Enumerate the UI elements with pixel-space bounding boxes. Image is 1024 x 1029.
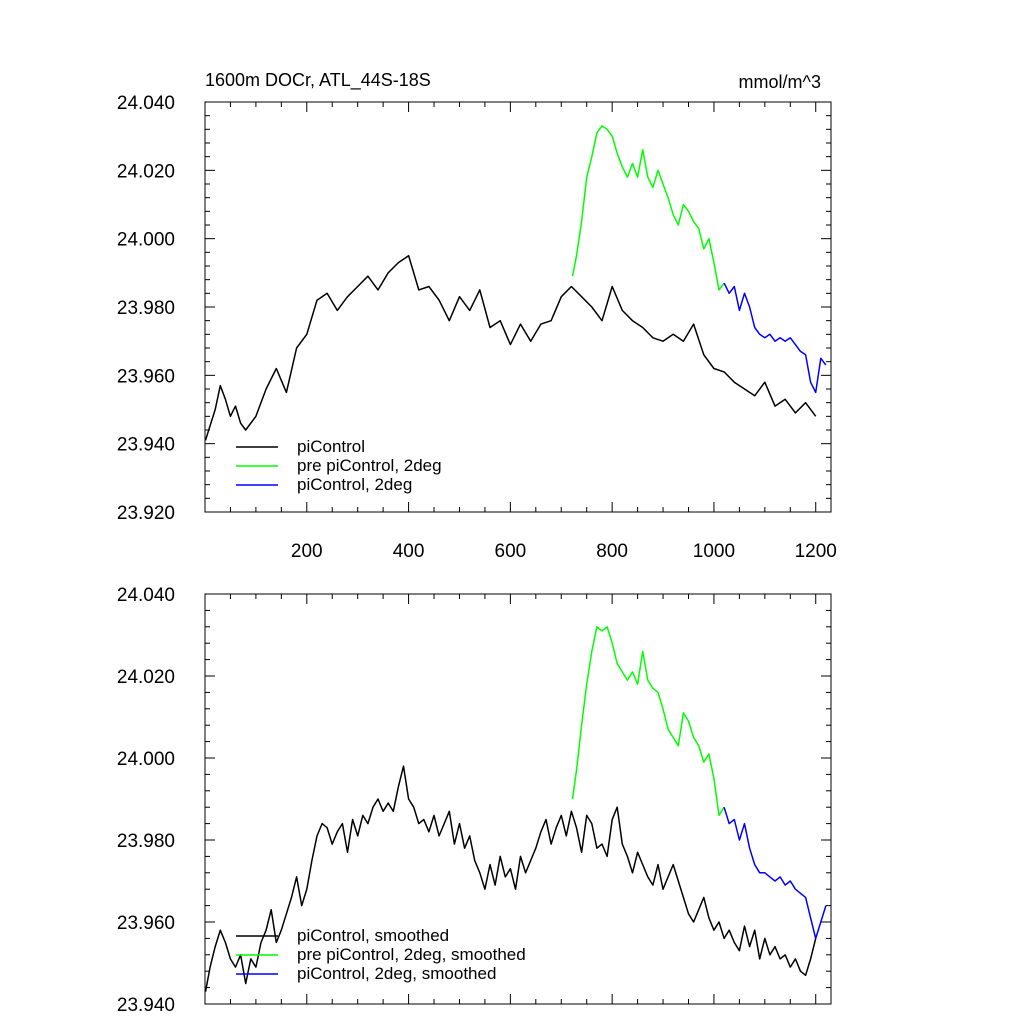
y-tick-label: 24.020 <box>117 667 175 688</box>
x-tick-label: 600 <box>495 541 527 562</box>
series-line-1 <box>204 254 817 441</box>
y-tick-label: 23.920 <box>117 503 175 524</box>
series-line-2 <box>571 626 725 817</box>
y-tick-label: 24.040 <box>117 585 175 606</box>
y-tick-label: 23.940 <box>117 435 175 456</box>
units-label: mmol/m^3 <box>739 72 821 92</box>
x-tick-label: 200 <box>291 541 323 562</box>
y-tick-label: 23.940 <box>117 995 175 1016</box>
legend-label-2: pre piControl, 2deg <box>297 456 442 475</box>
x-tick-label: 400 <box>393 541 425 562</box>
plot-frame <box>204 593 832 1005</box>
series-line-1 <box>204 765 817 992</box>
legend-label-2: pre piControl, 2deg, smoothed <box>297 945 526 964</box>
chart-title: 1600m DOCr, ATL_44S-18S <box>205 70 431 91</box>
y-tick-label: 23.960 <box>117 913 175 934</box>
legend-label-3: piControl, 2deg, smoothed <box>297 964 496 983</box>
series-line-3 <box>723 282 827 394</box>
x-tick-label: 1200 <box>795 541 837 562</box>
series-line-2 <box>571 125 725 291</box>
y-tick-label: 23.980 <box>117 298 175 319</box>
y-tick-label: 24.000 <box>117 230 175 251</box>
series-line-3 <box>723 806 827 940</box>
x-tick-label: 800 <box>596 541 628 562</box>
y-tick-label: 23.960 <box>117 366 175 387</box>
y-tick-label: 24.020 <box>117 161 175 182</box>
y-tick-label: 24.000 <box>117 749 175 770</box>
legend-label-3: piControl, 2deg <box>297 475 412 494</box>
legend-label-1: piControl <box>297 437 365 456</box>
y-tick-label: 24.040 <box>117 93 175 114</box>
legend-label-1: piControl, smoothed <box>297 926 449 945</box>
y-tick-label: 23.980 <box>117 831 175 852</box>
x-tick-label: 1000 <box>693 541 735 562</box>
